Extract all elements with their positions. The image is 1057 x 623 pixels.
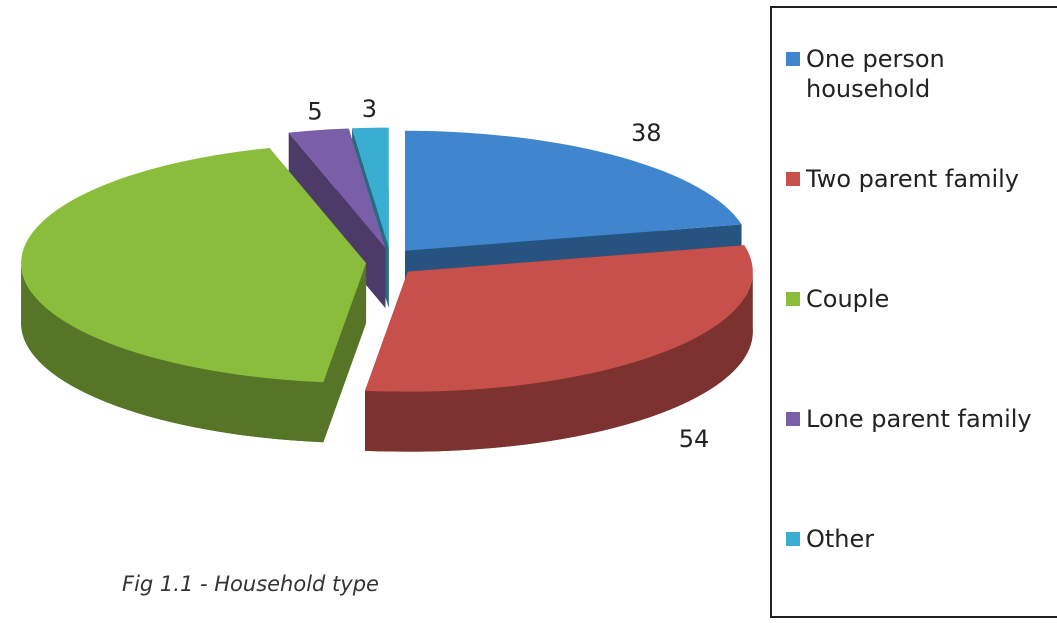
legend-item: Other: [786, 524, 1051, 554]
legend-item: Couple: [786, 284, 1051, 314]
legend-swatch: [786, 292, 800, 306]
data-label: 5: [307, 97, 322, 125]
slice: [21, 147, 367, 383]
legend-label: Lone parent family: [806, 405, 1032, 433]
slice: [404, 130, 742, 251]
legend-label: Couple: [806, 285, 890, 313]
legend-item: Lone parent family: [786, 404, 1051, 434]
slice-side: [365, 271, 753, 452]
slice-side: [21, 263, 324, 443]
legend: One person household Two parent family Cou…: [770, 6, 1057, 618]
data-label: 3: [362, 95, 377, 123]
legend-swatch: [786, 412, 800, 426]
legend-label: Two parent family: [806, 165, 1019, 193]
legend-swatch: [786, 172, 800, 186]
legend-item: One person household: [786, 44, 1051, 104]
data-label: 54: [679, 425, 710, 453]
chart: 35387754: [21, 95, 753, 453]
legend-swatch: [786, 52, 800, 66]
slice: [365, 245, 753, 392]
data-label: 38: [631, 119, 662, 147]
caption: Fig 1.1 - Household type: [122, 572, 379, 596]
slice: [352, 127, 389, 248]
legend-label: Other: [806, 525, 875, 553]
legend-item: Two parent family: [786, 164, 1051, 194]
legend-label: One person household: [806, 45, 945, 103]
legend-swatch: [786, 532, 800, 546]
slice: [288, 128, 386, 248]
